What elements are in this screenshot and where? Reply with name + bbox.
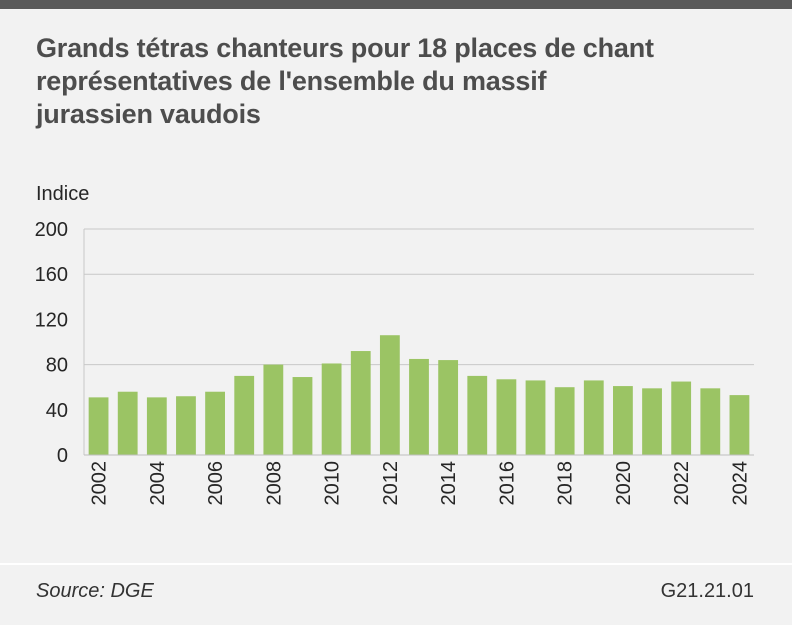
x-tick-label-2002: 2002 (89, 461, 111, 506)
chart-title-line-2: représentatives de l'ensemble du massif (36, 66, 547, 96)
x-tick-label-2022: 2022 (671, 461, 693, 506)
chart-code: G21.21.01 (660, 580, 754, 602)
bar-2012 (379, 335, 400, 455)
bar-2017 (525, 380, 546, 455)
x-tick-label-2012: 2012 (380, 461, 402, 506)
bar-2005 (176, 396, 196, 455)
bar-2024 (729, 395, 750, 455)
x-tick-label-2020: 2020 (613, 461, 635, 506)
x-tick-label-2004: 2004 (147, 461, 169, 506)
x-tick-label-2018: 2018 (555, 461, 577, 506)
bar-2015 (467, 375, 488, 455)
bar-2023 (700, 388, 721, 455)
y-tick-label-200: 200 (35, 219, 68, 241)
y-tick-label-40: 40 (46, 400, 68, 422)
bar-chart: 0 40 80 120 160 200 2002 2004 2006 2008 2010 2012 20… (35, 219, 754, 506)
bar-2003 (117, 391, 138, 455)
x-tick-label-2014: 2014 (438, 461, 460, 506)
bar-2008 (263, 364, 284, 455)
bar-2002 (88, 397, 109, 455)
y-tick-label-120: 120 (35, 309, 68, 331)
bar-2009 (292, 377, 313, 455)
bar-2020 (613, 386, 633, 455)
y-tick-label-160: 160 (35, 264, 68, 286)
x-tick-label-2008: 2008 (263, 461, 285, 506)
x-tick-label-2010: 2010 (322, 461, 344, 506)
y-axis-unit-label: Indice (36, 183, 90, 205)
x-tick-label-2016: 2016 (496, 461, 518, 506)
source-note: Source: DGE (36, 580, 154, 602)
bar-2010 (321, 363, 342, 455)
y-tick-label-0: 0 (57, 445, 68, 467)
bar-2007 (234, 375, 255, 455)
x-tick-label-2024: 2024 (729, 461, 751, 506)
chart-title: Grands tétras chanteurs pour 18 places d… (36, 32, 736, 131)
y-tick-label-80: 80 (46, 355, 68, 377)
bar-2014 (438, 360, 459, 455)
bar-2011 (350, 351, 371, 455)
bar-2022 (671, 381, 692, 455)
bar-2021 (642, 388, 662, 455)
bar-2013 (409, 358, 429, 455)
top-accent-bar (0, 0, 792, 9)
bar-2019 (583, 380, 604, 455)
x-tick-label-2006: 2006 (205, 461, 227, 506)
bar-2004 (146, 397, 167, 455)
footer-separator (0, 563, 792, 565)
bar-2018 (554, 387, 575, 455)
chart-title-line-1: Grands tétras chanteurs pour 18 places d… (36, 33, 654, 63)
chart-title-line-3: jurassien vaudois (36, 99, 261, 129)
bar-2016 (496, 379, 517, 455)
bar-2006 (205, 391, 225, 455)
